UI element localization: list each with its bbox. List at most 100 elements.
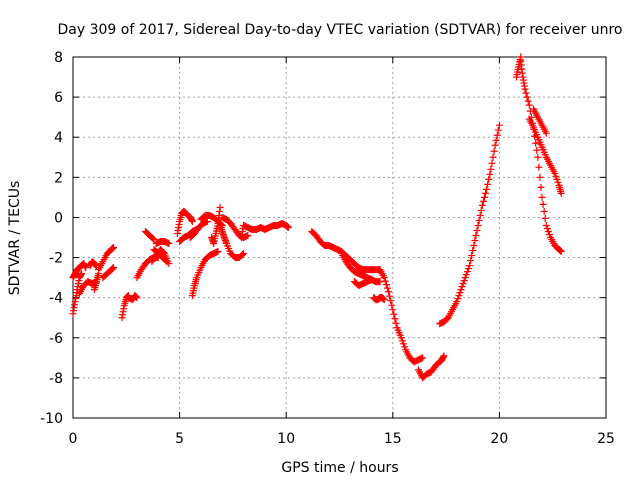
y-tick-label: 6 — [54, 90, 63, 106]
data-point — [521, 85, 529, 93]
data-point — [460, 277, 468, 285]
data-series — [69, 260, 90, 282]
data-point — [475, 216, 483, 224]
data-point — [469, 247, 477, 255]
data-point — [461, 274, 469, 282]
x-tick-label: 25 — [597, 431, 615, 447]
data-point — [214, 248, 222, 256]
data-point — [551, 169, 559, 177]
data-series — [124, 292, 141, 304]
data-point — [552, 172, 560, 180]
data-series — [99, 264, 118, 282]
data-point — [468, 252, 476, 260]
data-point — [542, 129, 550, 137]
data-point — [163, 258, 171, 266]
data-point — [495, 121, 503, 129]
data-point — [470, 242, 478, 250]
data-series — [530, 105, 550, 137]
data-series — [350, 276, 375, 290]
data-point — [463, 268, 471, 276]
data-point — [382, 281, 390, 289]
data-point — [284, 223, 292, 231]
data-point — [440, 352, 448, 360]
data-point — [78, 270, 86, 278]
data-point — [539, 200, 547, 208]
data-point — [462, 271, 470, 279]
data-point — [203, 217, 211, 225]
data-point — [456, 289, 464, 297]
data-point — [491, 141, 499, 149]
data-point — [542, 221, 550, 229]
data-point — [133, 294, 141, 302]
data-point — [532, 139, 540, 147]
data-point — [380, 296, 388, 304]
y-tick-label: 4 — [54, 130, 63, 146]
data-point — [464, 265, 472, 273]
data-series — [95, 244, 118, 274]
x-tick-label: 10 — [277, 431, 295, 447]
data-point — [483, 185, 491, 193]
data-point — [546, 230, 554, 238]
data-series — [237, 219, 292, 241]
data-point — [524, 97, 532, 105]
data-point — [544, 227, 552, 235]
data-series — [517, 57, 565, 256]
data-point — [478, 201, 486, 209]
data-point — [380, 274, 388, 282]
data-point — [486, 170, 494, 178]
y-tick-label: 0 — [54, 210, 63, 226]
data-point — [493, 131, 501, 139]
data-series — [86, 258, 100, 270]
data-point — [477, 206, 485, 214]
data-series — [152, 238, 173, 248]
data-point — [455, 292, 463, 300]
data-point — [82, 264, 90, 272]
y-tick-label: -6 — [49, 331, 63, 347]
data-point — [540, 207, 548, 215]
x-axis-ticks: 0 5 10 15 20 25 — [69, 57, 615, 447]
data-point — [381, 277, 389, 285]
data-series — [218, 213, 252, 241]
data-series — [133, 254, 162, 282]
y-axis-label: SDTVAR / TECUs — [7, 181, 23, 296]
data-point — [150, 236, 158, 244]
data-series — [90, 270, 103, 294]
data-series — [216, 219, 248, 262]
data-point — [188, 217, 196, 225]
data-point — [457, 286, 465, 294]
data-point — [557, 189, 565, 197]
data-point — [494, 126, 502, 134]
data-point — [471, 237, 479, 245]
data-point — [387, 297, 395, 305]
data-point — [485, 175, 493, 183]
data-point — [390, 310, 398, 318]
data-point — [479, 197, 487, 205]
data-point — [482, 189, 490, 197]
data-series — [436, 121, 503, 328]
grid — [73, 57, 606, 418]
data-point — [398, 337, 406, 345]
data-point — [554, 178, 562, 186]
data-point — [487, 165, 495, 173]
data-series — [173, 207, 196, 237]
data-point — [110, 244, 118, 252]
data-series — [414, 352, 448, 382]
y-tick-label: -10 — [40, 411, 63, 427]
data-series — [69, 270, 86, 318]
plot-border — [72, 56, 607, 419]
data-point — [543, 224, 551, 232]
y-tick-label: 8 — [54, 50, 63, 66]
data-point — [386, 292, 394, 300]
data-point — [165, 240, 173, 248]
data-point — [476, 211, 484, 219]
data-point — [474, 221, 482, 229]
data-series — [370, 294, 388, 304]
data-points — [69, 53, 565, 382]
data-point — [473, 226, 481, 234]
data-point — [160, 249, 168, 257]
data-point — [110, 264, 118, 272]
data-point — [459, 280, 467, 288]
data-point — [480, 193, 488, 201]
x-tick-label: 5 — [175, 431, 184, 447]
